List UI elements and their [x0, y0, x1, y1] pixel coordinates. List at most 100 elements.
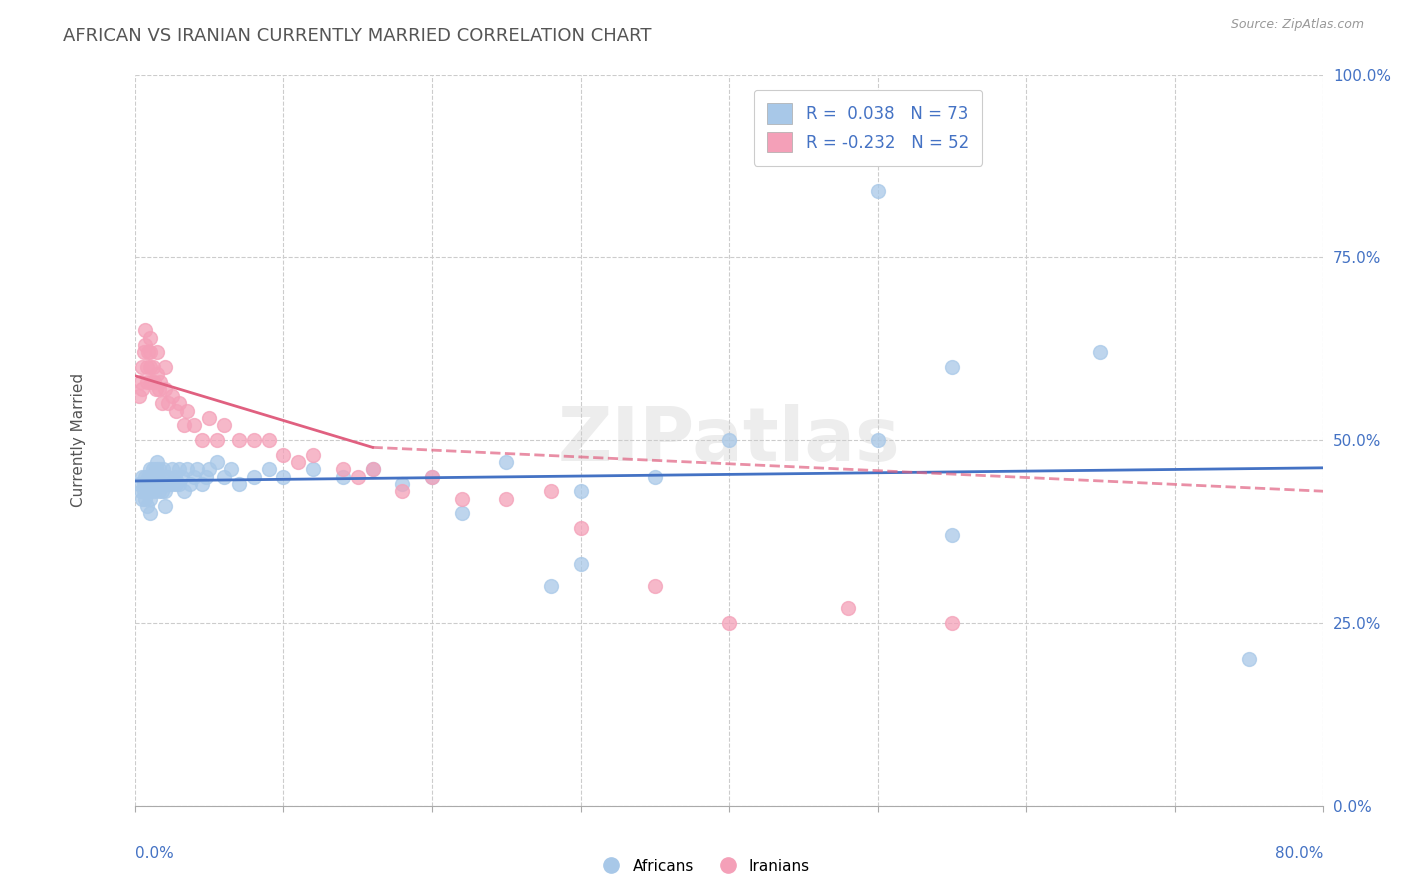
- Point: [156, 396, 179, 410]
- Point: [135, 476, 157, 491]
- Point: [128, 389, 150, 403]
- Point: [941, 359, 963, 374]
- Point: [136, 469, 159, 483]
- Point: [138, 462, 160, 476]
- Point: [146, 455, 169, 469]
- Point: [145, 382, 167, 396]
- Point: [173, 484, 195, 499]
- Point: [450, 491, 472, 506]
- Point: [153, 476, 176, 491]
- Point: [1090, 345, 1112, 359]
- Point: [205, 433, 228, 447]
- Point: [150, 396, 173, 410]
- Point: [169, 396, 191, 410]
- Point: [257, 433, 280, 447]
- Y-axis label: Currently Married: Currently Married: [72, 373, 86, 508]
- Point: [205, 455, 228, 469]
- Point: [138, 345, 160, 359]
- Point: [495, 455, 517, 469]
- Point: [287, 455, 309, 469]
- Point: [129, 375, 152, 389]
- Point: [540, 579, 562, 593]
- Point: [135, 375, 157, 389]
- Point: [190, 433, 212, 447]
- Point: [138, 506, 160, 520]
- Point: [149, 375, 172, 389]
- Point: [143, 469, 166, 483]
- Point: [420, 469, 443, 483]
- Point: [644, 579, 666, 593]
- Point: [495, 491, 517, 506]
- Point: [221, 462, 243, 476]
- Point: [198, 411, 221, 425]
- Point: [145, 462, 167, 476]
- Point: [186, 462, 208, 476]
- Point: [1237, 652, 1260, 666]
- Point: [146, 345, 169, 359]
- Point: [183, 469, 205, 483]
- Point: [941, 615, 963, 630]
- Point: [156, 469, 179, 483]
- Point: [152, 462, 174, 476]
- Point: [346, 469, 368, 483]
- Point: [160, 476, 183, 491]
- Point: [138, 476, 160, 491]
- Point: [391, 484, 413, 499]
- Point: [135, 499, 157, 513]
- Point: [163, 469, 186, 483]
- Point: [138, 331, 160, 345]
- Point: [148, 484, 170, 499]
- Point: [212, 469, 235, 483]
- Point: [131, 469, 153, 483]
- Point: [173, 418, 195, 433]
- Point: [142, 359, 165, 374]
- Point: [183, 418, 205, 433]
- Point: [228, 433, 250, 447]
- Point: [540, 484, 562, 499]
- Point: [134, 323, 156, 337]
- Legend: Africans, Iranians: Africans, Iranians: [589, 853, 817, 880]
- Point: [153, 499, 176, 513]
- Point: [361, 462, 384, 476]
- Point: [332, 469, 354, 483]
- Point: [569, 484, 592, 499]
- Point: [302, 448, 325, 462]
- Point: [150, 484, 173, 499]
- Point: [153, 359, 176, 374]
- Point: [138, 469, 160, 483]
- Point: [941, 528, 963, 542]
- Point: [142, 462, 165, 476]
- Point: [242, 469, 264, 483]
- Point: [172, 469, 194, 483]
- Point: [569, 521, 592, 535]
- Point: [361, 462, 384, 476]
- Text: ZIPatlas: ZIPatlas: [558, 403, 900, 476]
- Legend: R =  0.038   N = 73, R = -0.232   N = 52: R = 0.038 N = 73, R = -0.232 N = 52: [754, 90, 983, 166]
- Point: [195, 469, 218, 483]
- Point: [134, 491, 156, 506]
- Point: [212, 418, 235, 433]
- Point: [153, 484, 176, 499]
- Point: [837, 601, 859, 615]
- Point: [169, 476, 191, 491]
- Point: [176, 462, 198, 476]
- Point: [138, 484, 160, 499]
- Point: [141, 375, 163, 389]
- Point: [134, 476, 156, 491]
- Point: [134, 469, 156, 483]
- Point: [134, 338, 156, 352]
- Point: [302, 462, 325, 476]
- Point: [718, 433, 741, 447]
- Point: [138, 491, 160, 506]
- Point: [146, 368, 169, 382]
- Point: [131, 382, 153, 396]
- Point: [866, 185, 889, 199]
- Point: [136, 345, 159, 359]
- Point: [153, 382, 176, 396]
- Point: [135, 484, 157, 499]
- Point: [146, 469, 169, 483]
- Text: 0.0%: 0.0%: [135, 846, 173, 861]
- Point: [718, 615, 741, 630]
- Point: [165, 404, 187, 418]
- Point: [136, 484, 159, 499]
